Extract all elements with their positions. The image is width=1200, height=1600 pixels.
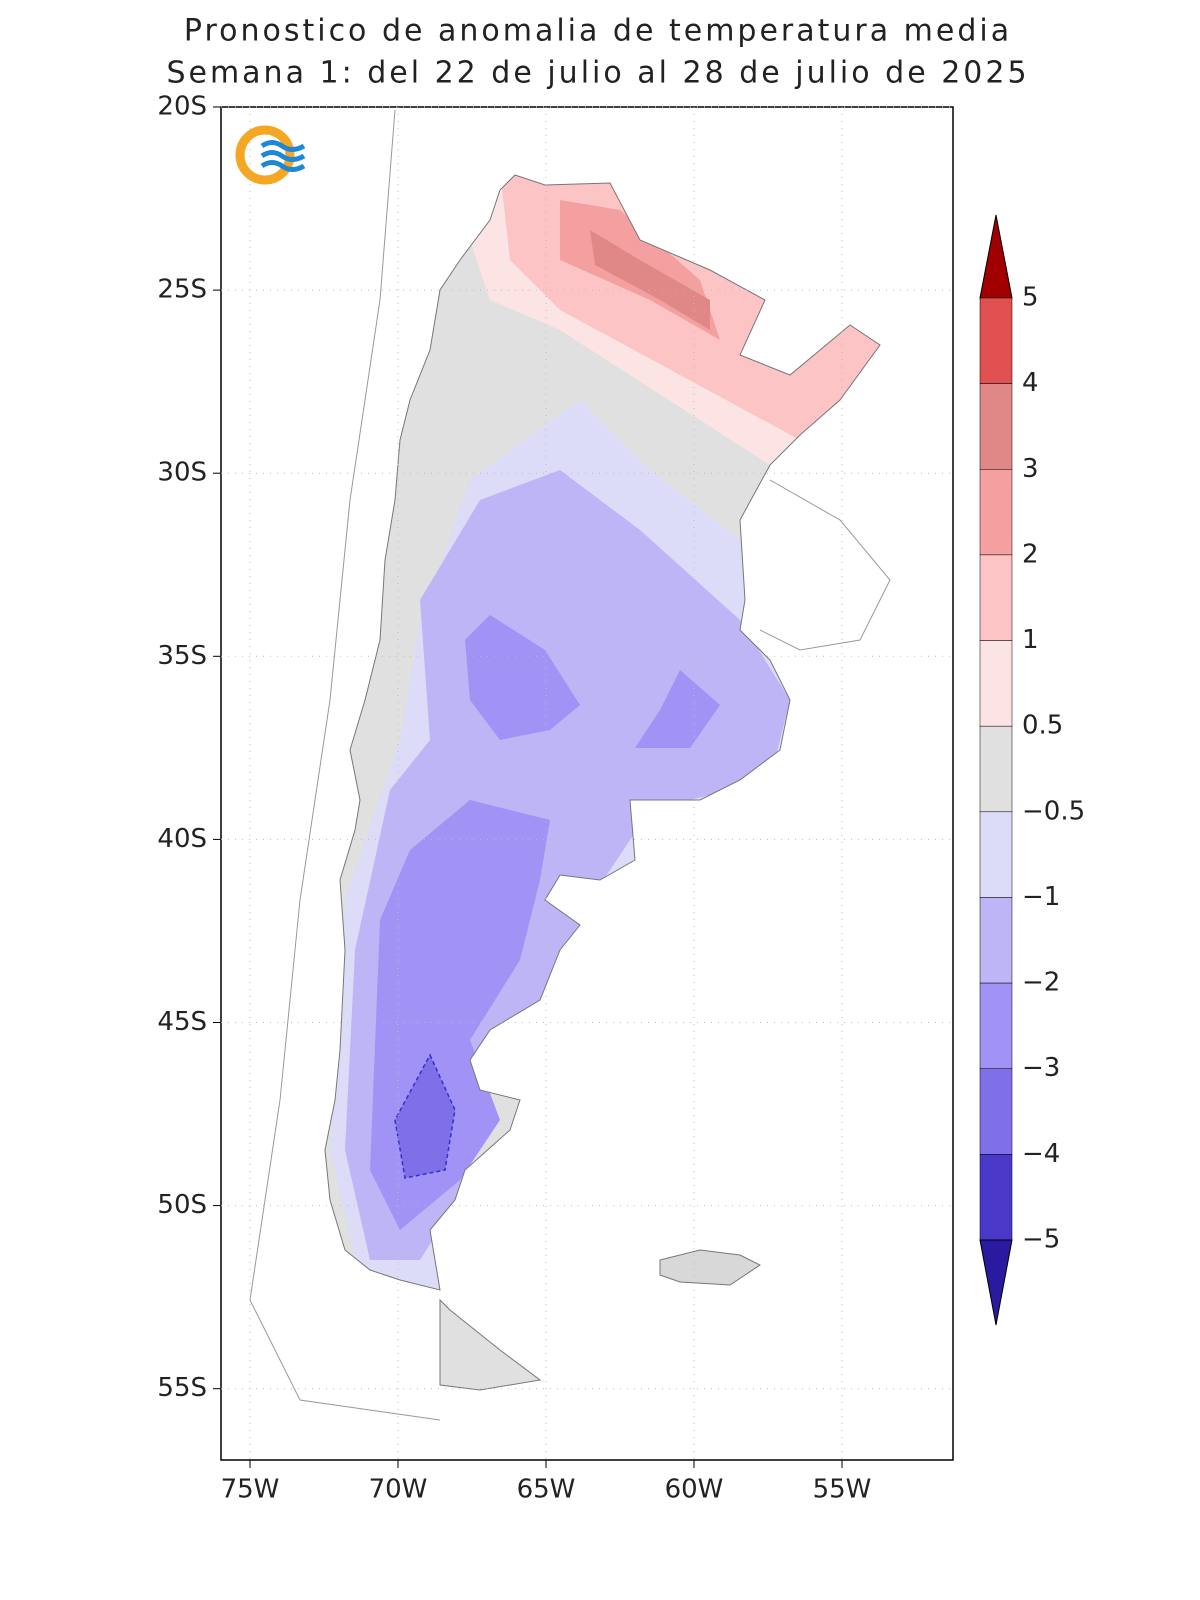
lon-label: 55W — [813, 1475, 872, 1505]
axes: 20S 25S 30S 35S 40S 45S 50S 55S 75W 70W 65W 60W 55W — [157, 92, 953, 1505]
lat-label: 30S — [157, 458, 207, 488]
colorbar-label: 0.5 — [1022, 711, 1063, 741]
colorbar-segment — [979, 640, 1013, 727]
colorbar-segment — [979, 982, 1013, 1069]
colorbar-arrow — [979, 1239, 1013, 1326]
colorbar-label: 4 — [1022, 368, 1039, 398]
malvinas — [659, 1249, 761, 1286]
map — [220, 106, 954, 1461]
colorbar-segment — [979, 1068, 1013, 1155]
colorbar-label: −4 — [1022, 1139, 1060, 1169]
uruguay-outline — [759, 479, 891, 651]
colorbar-label: 3 — [1022, 454, 1039, 484]
colorbar-arrow — [979, 214, 1013, 299]
colorbar-label: −2 — [1022, 968, 1060, 998]
colorbar-label: 5 — [1022, 283, 1039, 313]
colorbar-label: −3 — [1022, 1053, 1060, 1083]
colorbar-segment — [979, 383, 1013, 470]
lon-label: 75W — [221, 1475, 280, 1505]
lat-label: 20S — [157, 92, 207, 122]
lat-label: 50S — [157, 1190, 207, 1220]
lon-label: 60W — [665, 1475, 724, 1505]
colorbar-label: −0.5 — [1022, 796, 1085, 826]
lat-label: 25S — [157, 275, 207, 305]
colorbar-segment — [979, 554, 1013, 641]
map-frame — [220, 106, 954, 1461]
colorbar-label: 1 — [1022, 625, 1039, 655]
colorbar-label: −5 — [1022, 1225, 1060, 1255]
colorbar-segment — [979, 1154, 1013, 1241]
lon-label: 70W — [369, 1475, 428, 1505]
colorbar: 5 4 3 2 1 0.5 −0.5 −1 −2 −3 −4 −5 — [979, 214, 1085, 1326]
lat-label: 45S — [157, 1007, 207, 1037]
title: Pronostico de anomalia de temperatura me… — [184, 14, 1012, 49]
lat-label: 35S — [157, 641, 207, 671]
country-outline — [324, 174, 881, 1391]
lon-label: 65W — [517, 1475, 576, 1505]
colorbar-label: 2 — [1022, 539, 1039, 569]
lat-label: 40S — [157, 824, 207, 854]
subtitle: Semana 1: del 22 de julio al 28 de julio… — [166, 56, 1029, 91]
logo — [235, 125, 306, 185]
lat-label: 55S — [157, 1373, 207, 1403]
colorbar-segment — [979, 297, 1013, 384]
colorbar-segment — [979, 469, 1013, 556]
chile-coast — [249, 109, 441, 1421]
colorbar-segment — [979, 725, 1013, 813]
colorbar-label: −1 — [1022, 882, 1060, 912]
colorbar-segment — [979, 897, 1013, 984]
colorbar-segment — [979, 811, 1013, 898]
